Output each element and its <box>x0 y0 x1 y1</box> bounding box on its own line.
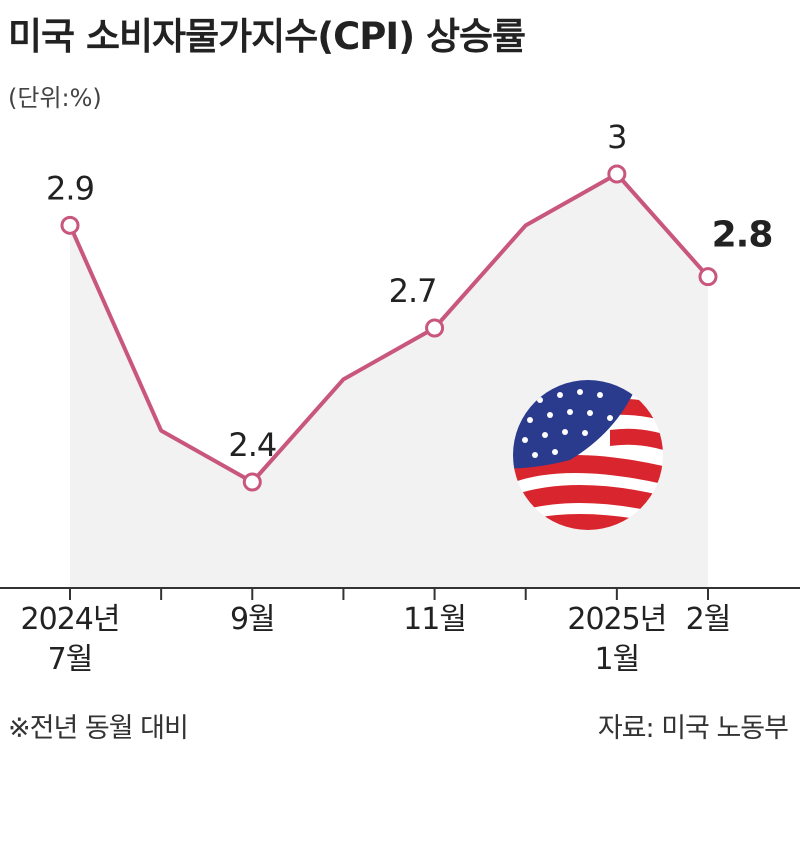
x-tick-label: 11월 <box>403 602 467 637</box>
point <box>60 215 80 235</box>
point <box>698 267 718 287</box>
x-tick-label: 2월 <box>685 602 732 637</box>
x-tick-label: 2024년 7월 <box>20 602 121 677</box>
point <box>242 472 262 492</box>
x-tick-label: 9월 <box>229 602 276 637</box>
point <box>425 318 445 338</box>
footnote: ※전년 동월 대비 <box>8 713 189 744</box>
data-label: 3 <box>607 118 626 156</box>
source: 자료: 미국 노동부 <box>597 713 789 744</box>
data-label: 2.8 <box>712 215 773 256</box>
data-label: 2.9 <box>46 169 94 207</box>
unit-label: (단위:%) <box>8 84 102 112</box>
line <box>68 172 710 484</box>
data-label: 2.4 <box>228 426 276 464</box>
title: 미국 소비자물가지수(CPI) 상승률 <box>8 15 526 58</box>
point <box>607 164 627 184</box>
data-label: 2.7 <box>389 272 437 310</box>
x-tick-label: 2025년 1월 <box>567 602 667 677</box>
line-layer: 2.9 2.4 2.7 3 2.8 <box>46 118 773 600</box>
